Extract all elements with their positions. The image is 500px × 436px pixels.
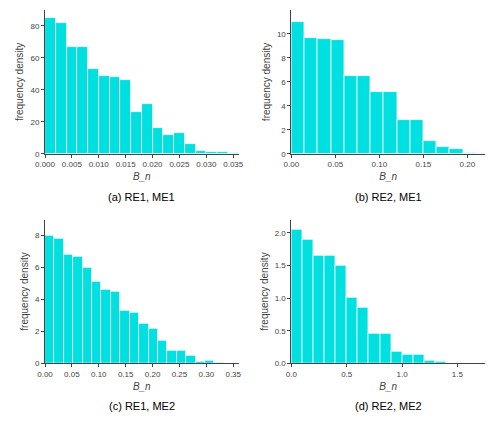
svg-text:10: 10 xyxy=(277,30,286,39)
svg-text:1.0: 1.0 xyxy=(275,294,287,303)
svg-text:(d) RE2, ME2: (d) RE2, ME2 xyxy=(355,400,422,412)
svg-text:frequency density: frequency density xyxy=(19,252,30,330)
svg-text:B_n: B_n xyxy=(379,381,397,392)
svg-text:0.5: 0.5 xyxy=(341,370,353,379)
svg-text:6: 6 xyxy=(281,78,286,87)
svg-text:0.05: 0.05 xyxy=(64,370,80,379)
svg-text:0.05: 0.05 xyxy=(328,160,344,169)
svg-text:0.0: 0.0 xyxy=(275,359,287,368)
svg-text:frequency density: frequency density xyxy=(261,43,272,121)
svg-text:2: 2 xyxy=(281,126,286,135)
svg-text:frequency density: frequency density xyxy=(14,43,25,121)
svg-text:0: 0 xyxy=(35,150,40,159)
svg-text:0.000: 0.000 xyxy=(35,160,56,169)
svg-text:0.025: 0.025 xyxy=(169,160,190,169)
svg-text:0.00: 0.00 xyxy=(37,370,53,379)
svg-text:(c) RE1, ME2: (c) RE1, ME2 xyxy=(109,400,175,412)
svg-text:0.20: 0.20 xyxy=(460,160,476,169)
svg-text:0.20: 0.20 xyxy=(145,370,161,379)
svg-text:80: 80 xyxy=(30,22,39,31)
svg-text:0.15: 0.15 xyxy=(416,160,432,169)
svg-text:0.015: 0.015 xyxy=(116,160,137,169)
svg-text:0.10: 0.10 xyxy=(91,370,107,379)
svg-text:1.0: 1.0 xyxy=(396,370,408,379)
svg-text:0.035: 0.035 xyxy=(223,160,244,169)
svg-text:0.020: 0.020 xyxy=(143,160,164,169)
svg-text:0.25: 0.25 xyxy=(172,370,188,379)
svg-text:40: 40 xyxy=(30,86,39,95)
svg-text:0: 0 xyxy=(35,359,40,368)
svg-text:2: 2 xyxy=(35,327,40,336)
svg-text:0.010: 0.010 xyxy=(89,160,110,169)
svg-text:(a) RE1, ME1: (a) RE1, ME1 xyxy=(108,191,175,203)
svg-text:0.030: 0.030 xyxy=(196,160,217,169)
svg-text:1.5: 1.5 xyxy=(275,261,287,270)
svg-text:B_n: B_n xyxy=(133,171,151,182)
svg-text:2.0: 2.0 xyxy=(275,228,287,237)
svg-text:20: 20 xyxy=(30,118,39,127)
svg-text:frequency density: frequency density xyxy=(259,252,270,330)
svg-text:0.35: 0.35 xyxy=(225,370,241,379)
svg-text:0.005: 0.005 xyxy=(62,160,83,169)
svg-text:6: 6 xyxy=(35,263,40,272)
svg-text:1.5: 1.5 xyxy=(452,370,464,379)
svg-text:(b) RE2, ME1: (b) RE2, ME1 xyxy=(355,191,422,203)
svg-text:0.0: 0.0 xyxy=(286,370,298,379)
svg-text:0: 0 xyxy=(281,150,286,159)
svg-text:8: 8 xyxy=(35,231,40,240)
svg-text:0.00: 0.00 xyxy=(284,160,300,169)
svg-text:0.10: 0.10 xyxy=(372,160,388,169)
svg-text:B_n: B_n xyxy=(133,381,151,392)
svg-text:0.5: 0.5 xyxy=(275,327,287,336)
svg-text:60: 60 xyxy=(30,54,39,63)
svg-text:8: 8 xyxy=(281,54,286,63)
svg-text:4: 4 xyxy=(35,295,40,304)
svg-text:4: 4 xyxy=(281,102,286,111)
svg-text:0.30: 0.30 xyxy=(199,370,215,379)
svg-text:0.15: 0.15 xyxy=(118,370,134,379)
svg-text:B_n: B_n xyxy=(379,171,397,182)
